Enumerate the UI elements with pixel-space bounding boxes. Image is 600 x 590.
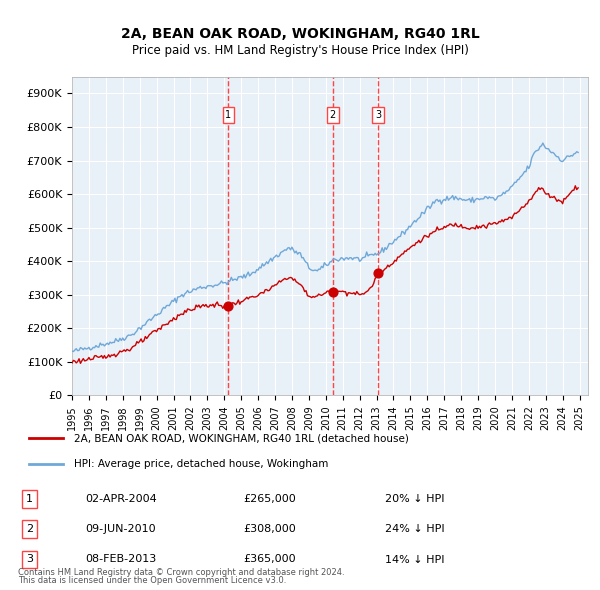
Text: 3: 3 <box>26 555 33 565</box>
Text: 2: 2 <box>26 525 33 535</box>
Text: 1: 1 <box>226 110 232 120</box>
Text: Contains HM Land Registry data © Crown copyright and database right 2024.: Contains HM Land Registry data © Crown c… <box>18 568 344 577</box>
Text: 2A, BEAN OAK ROAD, WOKINGHAM, RG40 1RL (detached house): 2A, BEAN OAK ROAD, WOKINGHAM, RG40 1RL (… <box>74 434 409 443</box>
Text: £308,000: £308,000 <box>244 525 296 535</box>
Text: 09-JUN-2010: 09-JUN-2010 <box>86 525 157 535</box>
Text: Price paid vs. HM Land Registry's House Price Index (HPI): Price paid vs. HM Land Registry's House … <box>131 44 469 57</box>
Text: 08-FEB-2013: 08-FEB-2013 <box>86 555 157 565</box>
Text: 14% ↓ HPI: 14% ↓ HPI <box>385 555 444 565</box>
Text: 24% ↓ HPI: 24% ↓ HPI <box>385 525 444 535</box>
Text: £265,000: £265,000 <box>244 494 296 504</box>
Point <box>373 268 383 278</box>
Text: HPI: Average price, detached house, Wokingham: HPI: Average price, detached house, Woki… <box>74 460 329 469</box>
Text: 02-APR-2004: 02-APR-2004 <box>86 494 157 504</box>
Text: 2: 2 <box>329 110 336 120</box>
Text: 20% ↓ HPI: 20% ↓ HPI <box>385 494 444 504</box>
Text: 2A, BEAN OAK ROAD, WOKINGHAM, RG40 1RL: 2A, BEAN OAK ROAD, WOKINGHAM, RG40 1RL <box>121 27 479 41</box>
Text: 3: 3 <box>375 110 381 120</box>
Text: £365,000: £365,000 <box>244 555 296 565</box>
Text: This data is licensed under the Open Government Licence v3.0.: This data is licensed under the Open Gov… <box>18 576 286 585</box>
Text: 1: 1 <box>26 494 33 504</box>
Point <box>328 287 338 297</box>
Point <box>224 301 233 311</box>
